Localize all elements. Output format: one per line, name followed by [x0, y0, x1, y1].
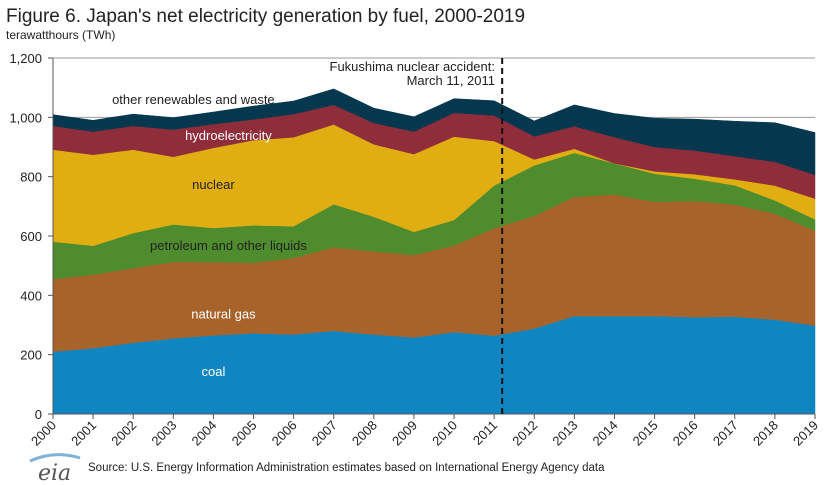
x-tick-label-2001: 2001 [68, 418, 99, 449]
y-tick-label-1200: 1,200 [9, 51, 42, 66]
x-tick-label-2002: 2002 [108, 418, 139, 449]
x-axis-ticks: 2000 2001 2002 2003 2004 2005 2006 2007 2008 2009… [28, 414, 821, 449]
x-tick-label-2012: 2012 [509, 418, 540, 449]
source-note: Source: U.S. Energy Information Administ… [88, 462, 605, 474]
x-tick-label-2018: 2018 [750, 418, 781, 449]
x-tick-label-2008: 2008 [349, 418, 380, 449]
x-tick-label-2013: 2013 [549, 418, 580, 449]
x-tick-label-2011: 2011 [470, 418, 500, 448]
annotation-line2: March 11, 2011 [407, 73, 495, 88]
eia-logo-swoosh [29, 453, 81, 463]
y-tick-label-1000: 1,000 [9, 110, 42, 125]
y-axis-ticks: 0 200 400 600 800 1,000 1,200 [9, 51, 53, 422]
label-coal: coal [201, 364, 225, 379]
area-other-renewables-and-waste [52, 88, 816, 176]
series-labels: coal natural gas petroleum and other liqui… [112, 92, 307, 379]
unit-label: terawatthours (TWh) [6, 28, 115, 42]
x-tick-label-2004: 2004 [188, 418, 219, 449]
x-tick-label-2019: 2019 [790, 418, 821, 449]
eia-logo-text: eia [38, 461, 71, 485]
x-tick-label-2016: 2016 [670, 418, 701, 449]
x-tick-label-2000: 2000 [28, 418, 59, 449]
label-other-renewables-and-waste: other renewables and waste [112, 92, 275, 107]
x-tick-label-2006: 2006 [269, 418, 300, 449]
x-tick-label-2017: 2017 [710, 418, 741, 449]
label-petroleum-and-other-liquids: petroleum and other liquids [150, 238, 307, 253]
y-tick-label-800: 800 [20, 170, 42, 185]
x-tick-label-2009: 2009 [389, 418, 420, 449]
annotation-line1: Fukushima nuclear accident: [330, 59, 495, 74]
x-tick-label-2007: 2007 [309, 418, 340, 449]
label-nuclear: nuclear [192, 177, 235, 192]
eia-logo: eia [29, 453, 81, 485]
x-tick-label-2003: 2003 [148, 418, 179, 449]
y-tick-label-400: 400 [20, 288, 42, 303]
x-tick-label-2005: 2005 [229, 418, 260, 449]
x-tick-label-2010: 2010 [429, 418, 460, 449]
chart-title: Figure 6. Japan's net electricity genera… [6, 6, 525, 27]
area-layers [52, 88, 816, 415]
y-tick-label-0: 0 [35, 407, 42, 422]
y-tick-label-600: 600 [20, 229, 42, 244]
x-tick-label-2014: 2014 [590, 418, 621, 449]
label-natural-gas: natural gas [191, 306, 256, 321]
label-hydroelectricity: hydroelectricity [185, 128, 272, 143]
y-tick-label-200: 200 [20, 348, 42, 363]
x-tick-label-2015: 2015 [630, 418, 661, 449]
